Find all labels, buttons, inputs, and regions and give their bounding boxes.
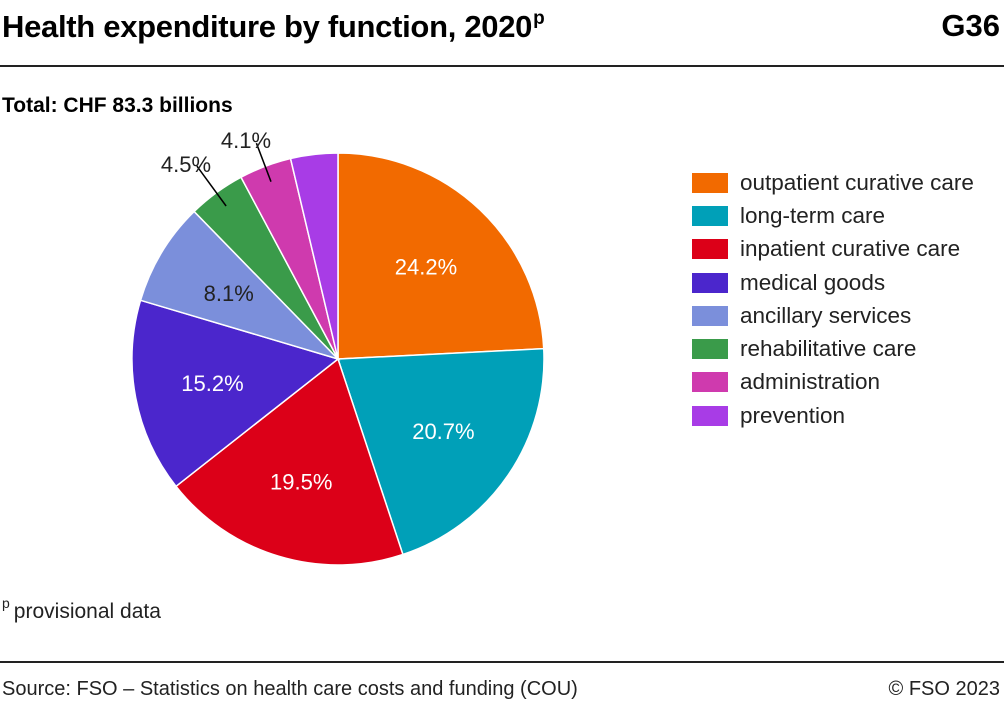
pie-slice-outpatient-curative-care bbox=[337, 152, 545, 360]
legend-swatch bbox=[692, 205, 728, 226]
legend-item: administration bbox=[692, 366, 974, 399]
bottom-divider bbox=[0, 661, 1004, 663]
slice-value-label: 4.5% bbox=[161, 152, 211, 177]
legend-item: medical goods bbox=[692, 266, 974, 299]
legend-item: prevention bbox=[692, 399, 974, 432]
provisional-marker: p bbox=[533, 8, 545, 29]
legend-label: outpatient curative care bbox=[740, 169, 974, 195]
top-divider bbox=[0, 65, 1004, 67]
legend-swatch bbox=[692, 405, 728, 426]
pie-slice-inpatient-curative-care bbox=[174, 357, 404, 566]
slice-value-label: 24.2% bbox=[395, 254, 457, 279]
legend-swatch bbox=[692, 372, 728, 393]
slice-value-label: 20.7% bbox=[412, 419, 474, 444]
legend-label: ancillary services bbox=[740, 302, 912, 328]
chart-legend: outpatient curative care long-term care in… bbox=[692, 166, 974, 432]
legend-label: rehabilitative care bbox=[740, 336, 917, 362]
legend-item: inpatient curative care bbox=[692, 233, 974, 266]
slice-value-label: 4.1% bbox=[221, 128, 271, 153]
slice-value-label: 8.1% bbox=[204, 281, 254, 306]
legend-label: prevention bbox=[740, 402, 846, 428]
legend-swatch bbox=[692, 339, 728, 360]
source-text: Source: FSO – Statistics on health care … bbox=[2, 678, 578, 700]
legend-label: administration bbox=[740, 369, 881, 395]
chart-code: G36 bbox=[941, 8, 1000, 43]
copyright-text: © FSO 2023 bbox=[888, 678, 1000, 700]
legend-swatch bbox=[692, 305, 728, 326]
legend-swatch bbox=[692, 172, 728, 193]
legend-label: inpatient curative care bbox=[740, 236, 961, 262]
legend-label: medical goods bbox=[740, 269, 886, 295]
footnote-text: provisional data bbox=[13, 600, 161, 623]
legend-swatch bbox=[692, 239, 728, 260]
slice-leader-line bbox=[196, 165, 227, 207]
chart-subtitle: Total: CHF 83.3 billions bbox=[2, 94, 233, 117]
chart-title: Health expenditure by function, 2020p bbox=[2, 8, 545, 45]
legend-swatch bbox=[692, 272, 728, 293]
footnote: p provisional data bbox=[2, 595, 161, 624]
legend-item: ancillary services bbox=[692, 299, 974, 332]
legend-item: outpatient curative care bbox=[692, 166, 974, 199]
pie-slice-long-term-care bbox=[336, 347, 545, 556]
legend-item: rehabilitative care bbox=[692, 332, 974, 365]
pie-slice-prevention bbox=[289, 152, 339, 360]
slice-value-label: 19.5% bbox=[270, 469, 332, 494]
footnote-marker: p bbox=[2, 595, 10, 611]
legend-label: long-term care bbox=[740, 202, 886, 228]
slice-leader-line bbox=[255, 142, 272, 182]
chart-title-text: Health expenditure by function, 2020 bbox=[2, 9, 533, 44]
slice-value-label: 15.2% bbox=[181, 371, 243, 396]
pie-slice-medical-goods bbox=[131, 299, 340, 488]
legend-item: long-term care bbox=[692, 199, 974, 232]
pie-slice-ancillary-services bbox=[139, 210, 341, 361]
